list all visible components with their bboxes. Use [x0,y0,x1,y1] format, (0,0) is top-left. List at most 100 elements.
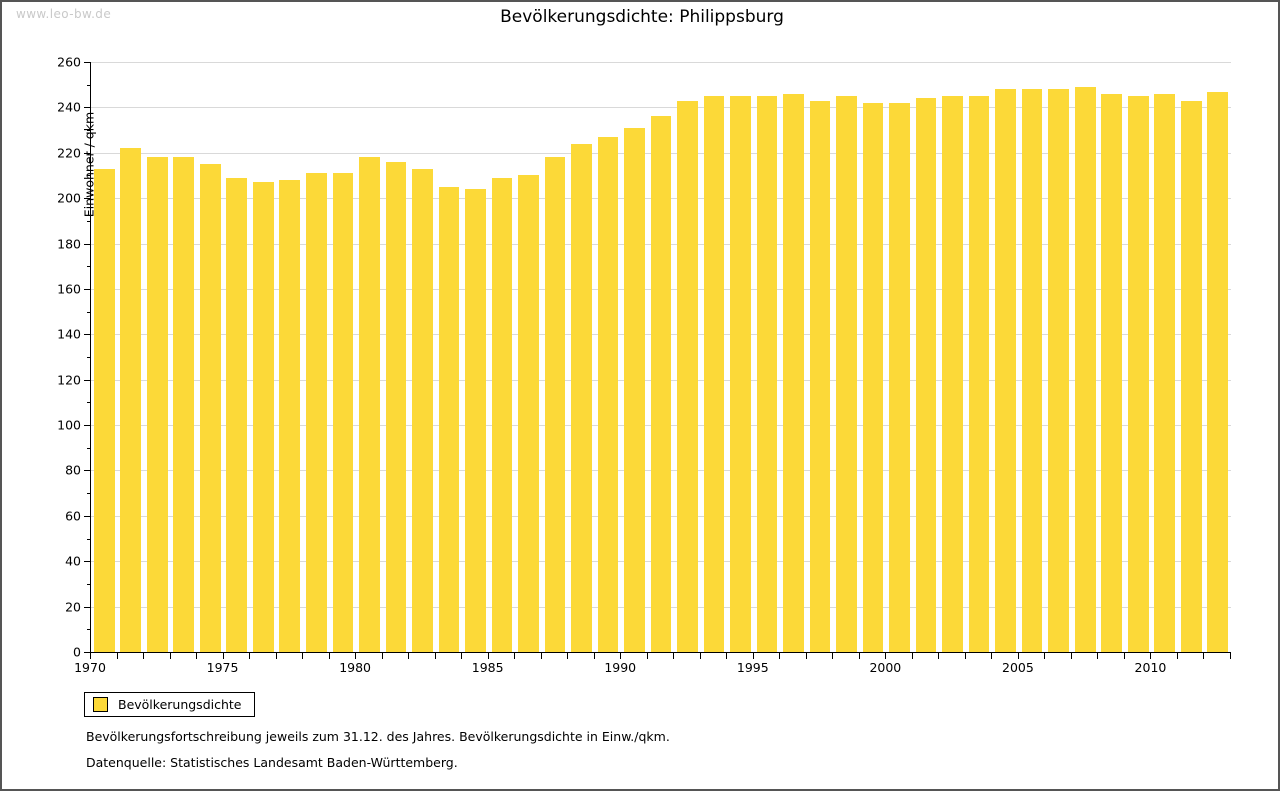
x-axis-tick-label: 2010 [1134,660,1167,675]
bar-1973 [173,157,195,652]
gridline [91,107,1231,109]
gridline [91,62,1231,63]
x-axis-labels: 1970 1975 1980 1985 1990 1995 2000 2005 2010 [74,660,1231,678]
x-tick [858,653,860,659]
bar-1976 [252,182,274,652]
y-tick-major [84,606,91,608]
x-tick [1150,653,1152,659]
y-tick-major [84,470,91,472]
bar-1991 [650,116,672,652]
x-tick [620,653,622,659]
bar-1995 [756,96,778,652]
bar-2001 [915,98,937,652]
watermark-label: www.leo-bw.de [16,7,112,21]
x-tick [1070,653,1072,659]
y-tick-major [84,425,91,427]
bar-1979 [332,173,354,652]
x-tick [805,653,807,659]
y-tick-minor [87,311,91,313]
x-axis-tick-label: 1990 [604,660,637,675]
x-tick [832,653,834,659]
x-tick [1097,653,1099,659]
y-tick-minor [87,583,91,585]
x-tick [143,653,145,659]
y-axis-labels: 0 20 40 60 80 100 120 140 160 180 200 220 240 260 [42,55,82,660]
y-axis-tick-label: 260 [57,54,81,70]
x-tick [1203,653,1205,659]
x-tick [1123,653,1125,659]
y-axis-tick-label: 200 [57,190,81,206]
bar-2004 [995,89,1016,652]
bar-1992 [677,100,698,652]
chart-legend: Bevölkerungsdichte [84,692,255,717]
y-tick-major [84,652,91,653]
x-tick [779,653,781,659]
x-tick [964,653,966,659]
y-tick-minor [87,84,91,86]
legend-label-bevoelkerungsdichte: Bevölkerungsdichte [118,697,242,712]
x-tick [1017,653,1019,659]
bar-1986 [518,175,539,652]
bar-2003 [968,96,990,652]
bar-1977 [279,180,301,652]
y-tick-major [84,152,91,154]
y-tick-major [84,515,91,517]
bar-2009 [1127,96,1149,652]
y-tick-minor [87,447,91,449]
x-axis-tick-label: 1980 [339,660,372,675]
footnote-source: Datenquelle: Statistisches Landesamt Bad… [86,755,458,770]
y-axis-tick-label: 120 [57,372,81,388]
x-tick [461,653,463,659]
bar-1971 [120,148,142,652]
bar-2007 [1074,86,1096,652]
y-axis-tick-label: 220 [57,145,81,161]
footnote-method: Bevölkerungsfortschreibung jeweils zum 3… [86,729,670,744]
y-axis-tick-label: 100 [57,417,81,433]
y-tick-minor [87,220,91,222]
x-tick [938,653,940,659]
x-tick [116,653,118,659]
x-tick [196,653,198,659]
x-tick [593,653,595,659]
bar-1981 [385,161,407,652]
bar-1984 [465,189,486,652]
bar-2011 [1180,100,1202,652]
x-axis-ticks [90,653,1231,661]
x-axis-tick-label: 2005 [1002,660,1034,675]
y-axis-tick-label: 20 [65,599,81,615]
y-tick-major [84,334,91,336]
bar-1975 [226,177,248,652]
y-tick-minor [87,538,91,540]
y-tick-minor [87,175,91,177]
bar-1987 [544,157,566,652]
bar-2005 [1021,89,1043,652]
y-axis-tick-label: 180 [57,236,81,252]
y-tick-major [84,107,91,109]
y-axis-tick-label: 60 [65,508,81,524]
x-tick [1176,653,1178,659]
y-tick-major [84,243,91,245]
bar-1985 [491,177,513,652]
bar-1989 [597,136,619,652]
x-axis-tick-label: 1985 [471,660,504,675]
x-tick [911,653,913,659]
x-tick [726,653,728,659]
y-axis-tick-label: 240 [57,99,81,115]
bar-1982 [412,168,433,652]
bar-1980 [359,157,380,652]
x-tick [328,653,330,659]
x-tick [408,653,410,659]
y-tick-major [84,62,91,63]
bar-2010 [1154,93,1176,652]
bar-1990 [624,127,645,652]
bar-1996 [783,93,804,652]
bar-2012 [1207,91,1229,652]
bar-1983 [438,186,460,652]
bar-2002 [942,96,963,652]
x-axis-tick-label: 2000 [869,660,902,675]
x-tick [434,653,436,659]
plot-area [84,62,1231,653]
x-tick [1230,653,1231,659]
bar-1974 [199,164,221,652]
x-tick [673,653,675,659]
